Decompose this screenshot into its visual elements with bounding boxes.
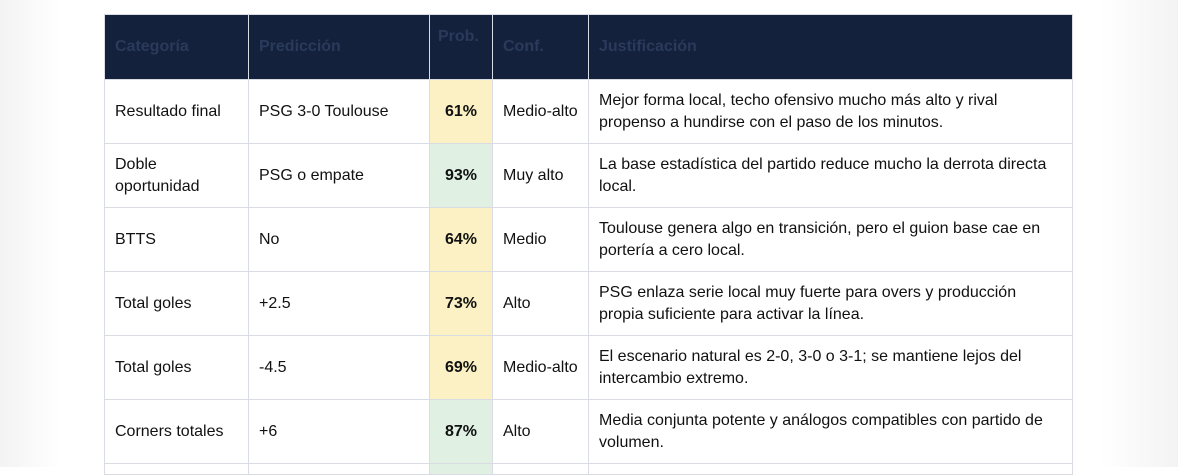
table-row-partial [104, 463, 1073, 475]
header-prob-label: Prob. [438, 28, 479, 45]
cell-prediccion: -4.5 [248, 335, 430, 400]
cell-categoria: Resultado final [104, 79, 249, 144]
cell-empty [588, 463, 1073, 475]
cell-justificacion: Mejor forma local, techo ofensivo mucho … [588, 79, 1073, 144]
header-conf: Conf. [492, 14, 589, 80]
cell-conf: Muy alto [492, 143, 589, 208]
header-justificacion-label: Justificación [599, 38, 697, 55]
cell-justificacion: Media conjunta potente y análogos compat… [588, 399, 1073, 464]
cell-prob: 87% [429, 399, 493, 464]
cell-categoria: Doble oportunidad [104, 143, 249, 208]
cell-conf: Alto [492, 271, 589, 336]
cell-justificacion: La base estadística del partido reduce m… [588, 143, 1073, 208]
cell-empty [429, 463, 493, 475]
cell-prob: 93% [429, 143, 493, 208]
cell-prob: 73% [429, 271, 493, 336]
table-row: Corners totales +6 87% Alto Media conjun… [104, 399, 1073, 464]
table-row: BTTS No 64% Medio Toulouse genera algo e… [104, 207, 1073, 272]
header-prob: Prob. [429, 14, 493, 80]
cell-categoria: BTTS [104, 207, 249, 272]
predictions-table: Categoría Predicción Prob. Conf. Justifi… [104, 14, 1073, 475]
header-categoria-label: Categoría [115, 38, 189, 55]
cell-justificacion: Toulouse genera algo en transición, pero… [588, 207, 1073, 272]
cell-categoria: Corners totales [104, 399, 249, 464]
table-row: Total goles +2.5 73% Alto PSG enlaza ser… [104, 271, 1073, 336]
cell-prediccion: +2.5 [248, 271, 430, 336]
header-justificacion: Justificación [588, 14, 1073, 80]
header-categoria: Categoría [104, 14, 249, 80]
table-header-row: Categoría Predicción Prob. Conf. Justifi… [104, 14, 1073, 80]
cell-justificacion: El escenario natural es 2-0, 3-0 o 3-1; … [588, 335, 1073, 400]
cell-prob: 64% [429, 207, 493, 272]
cell-conf: Medio-alto [492, 79, 589, 144]
predictions-table-container: Categoría Predicción Prob. Conf. Justifi… [104, 14, 1073, 475]
header-prediccion-label: Predicción [259, 38, 341, 55]
cell-prediccion: No [248, 207, 430, 272]
cell-categoria: Total goles [104, 271, 249, 336]
cell-prediccion: +6 [248, 399, 430, 464]
table-row: Total goles -4.5 69% Medio-alto El escen… [104, 335, 1073, 400]
cell-prob: 61% [429, 79, 493, 144]
cell-empty [492, 463, 589, 475]
header-conf-label: Conf. [503, 38, 544, 55]
cell-empty [248, 463, 430, 475]
cell-empty [104, 463, 249, 475]
cell-prediccion: PSG 3-0 Toulouse [248, 79, 430, 144]
cell-categoria: Total goles [104, 335, 249, 400]
cell-conf: Alto [492, 399, 589, 464]
header-prediccion: Predicción [248, 14, 430, 80]
cell-prob: 69% [429, 335, 493, 400]
cell-prediccion: PSG o empate [248, 143, 430, 208]
cell-conf: Medio [492, 207, 589, 272]
cell-conf: Medio-alto [492, 335, 589, 400]
table-row: Doble oportunidad PSG o empate 93% Muy a… [104, 143, 1073, 208]
table-row: Resultado final PSG 3-0 Toulouse 61% Med… [104, 79, 1073, 144]
cell-justificacion: PSG enlaza serie local muy fuerte para o… [588, 271, 1073, 336]
